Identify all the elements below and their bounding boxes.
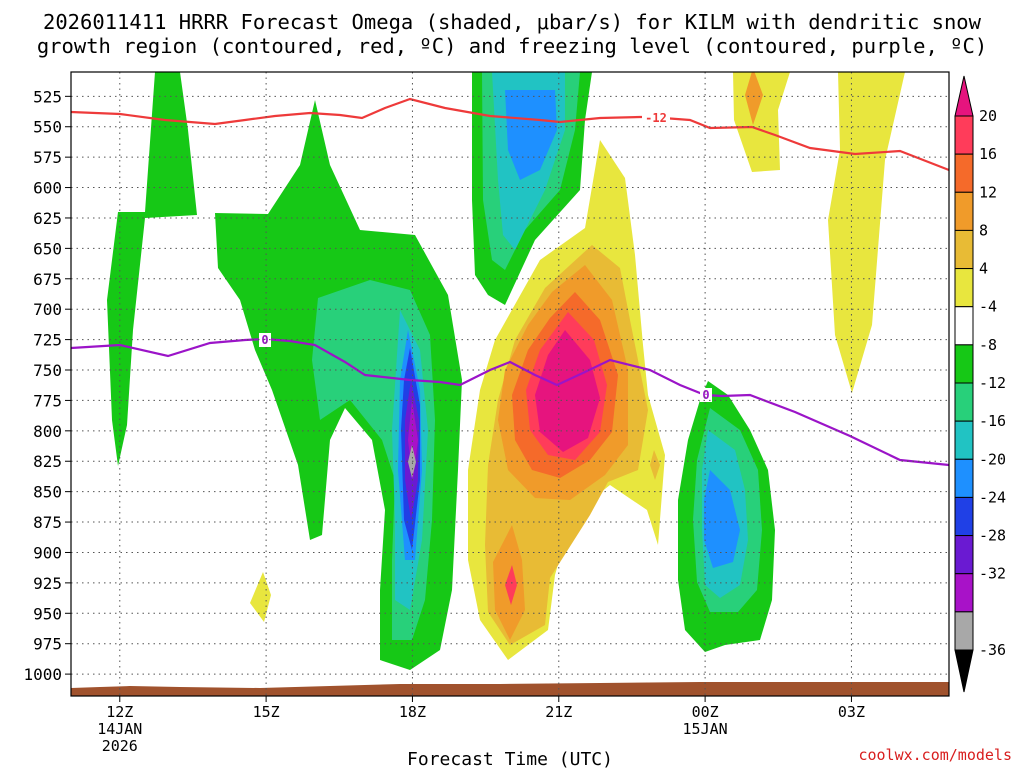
dgz-contour-label: -12 — [645, 111, 667, 125]
x-tick-date-label: 15JAN — [683, 720, 728, 738]
omega-magenta-core — [535, 330, 600, 452]
omega-green-upper-left — [107, 72, 197, 466]
omega-orange-top-right — [745, 72, 763, 125]
y-tick-label: 550 — [33, 118, 62, 137]
colorbar-swatch — [954, 191, 974, 231]
x-tick-year-label: 2026 — [102, 737, 138, 755]
x-tick-label: 03Z — [838, 703, 865, 721]
y-tick-label: 750 — [33, 361, 62, 380]
y-tick-label: 850 — [33, 483, 62, 502]
colorbar-label: -36 — [979, 641, 1006, 659]
y-tick-label: 725 — [33, 331, 62, 350]
credit-text: coolwx.com/models — [858, 746, 1012, 764]
freezing-label-bg-2 — [700, 388, 712, 402]
colorbar-label: 4 — [979, 260, 988, 278]
colorbar-top-arrow — [954, 75, 974, 117]
colorbar-label: 8 — [979, 221, 988, 239]
colorbar-label: 12 — [979, 183, 997, 201]
colorbar-swatch — [954, 115, 974, 155]
colorbar-label: -32 — [979, 565, 1006, 583]
colorbar-swatch — [954, 535, 974, 575]
chart-title-line2: growth region (contoured, red, ºC) and f… — [37, 34, 987, 58]
colorbar-swatch — [954, 573, 974, 613]
colorbar-bottom-arrow — [954, 649, 974, 693]
x-tick-date-label: 14JAN — [97, 720, 142, 738]
colorbar-swatch — [954, 268, 974, 308]
dgz-minus12-contour — [71, 97, 949, 172]
y-tick-label: 950 — [33, 604, 62, 623]
y-axis: 525 550 575 600 625 650 675 700 725 750 775 800 825 8… — [23, 87, 71, 684]
y-tick-label: 800 — [33, 422, 62, 441]
x-axis-label: Forecast Time (UTC) — [407, 749, 613, 768]
colorbar-swatch — [954, 229, 974, 270]
chart-title-line1: 2026011411 HRRR Forecast Omega (shaded, … — [43, 10, 982, 34]
colorbar-legend: 20 16 12 8 4 -4 -8 -12 -16 -20 -24 -28 -32 -36 — [954, 75, 1006, 693]
colorbar-label: -8 — [979, 336, 997, 354]
colorbar-swatch — [954, 344, 974, 384]
y-tick-label: 625 — [33, 209, 62, 228]
x-tick-label: 12Z — [106, 703, 133, 721]
colorbar-swatch — [954, 496, 974, 537]
colorbar-swatch — [954, 420, 974, 460]
y-tick-label: 775 — [33, 391, 62, 410]
gridlines — [71, 72, 949, 696]
y-tick-label: 825 — [33, 452, 62, 471]
x-tick-label: 00Z — [692, 703, 719, 721]
omega-red-lower — [505, 565, 517, 605]
omega-blue-right — [704, 470, 740, 568]
omega-negative-shading — [107, 72, 775, 670]
plot-frame — [70, 71, 950, 697]
plot-area: -12 0 0 — [71, 72, 949, 696]
colorbar-swatch — [954, 458, 974, 498]
y-tick-label: 575 — [33, 148, 62, 167]
colorbar-label: -12 — [979, 374, 1006, 392]
colorbar-label: -16 — [979, 412, 1006, 430]
x-tick-label: 21Z — [545, 703, 572, 721]
colorbar-label: 16 — [979, 145, 997, 163]
colorbar-swatch — [954, 611, 974, 651]
y-tick-label: 975 — [33, 635, 62, 654]
colorbar-label: -28 — [979, 527, 1006, 545]
colorbar-swatch — [954, 306, 974, 346]
omega-gold-small-lobe — [650, 450, 660, 480]
dgz-contour-label-bg — [642, 110, 670, 125]
y-tick-label: 700 — [33, 300, 62, 319]
freezing-level-contour — [71, 337, 949, 467]
colorbar-label: -24 — [979, 488, 1006, 506]
colorbar-label: 20 — [979, 107, 997, 125]
x-tick-label: 18Z — [399, 703, 426, 721]
y-tick-label: 875 — [33, 513, 62, 532]
colorbar-swatch — [954, 153, 974, 193]
terrain-surface — [71, 682, 949, 696]
freezing-contour-label-2: 0 — [702, 388, 709, 402]
y-tick-label: 925 — [33, 574, 62, 593]
colorbar-swatch — [954, 382, 974, 422]
y-tick-label: 600 — [33, 179, 62, 198]
y-tick-label: 525 — [33, 87, 62, 106]
y-tick-label: 900 — [33, 543, 62, 562]
y-tick-label: 650 — [33, 239, 62, 258]
y-tick-label: 1000 — [23, 665, 62, 684]
y-tick-label: 675 — [33, 270, 62, 289]
colorbar-label: -4 — [979, 298, 997, 316]
colorbar-label: -20 — [979, 450, 1006, 468]
x-tick-label: 15Z — [253, 703, 280, 721]
